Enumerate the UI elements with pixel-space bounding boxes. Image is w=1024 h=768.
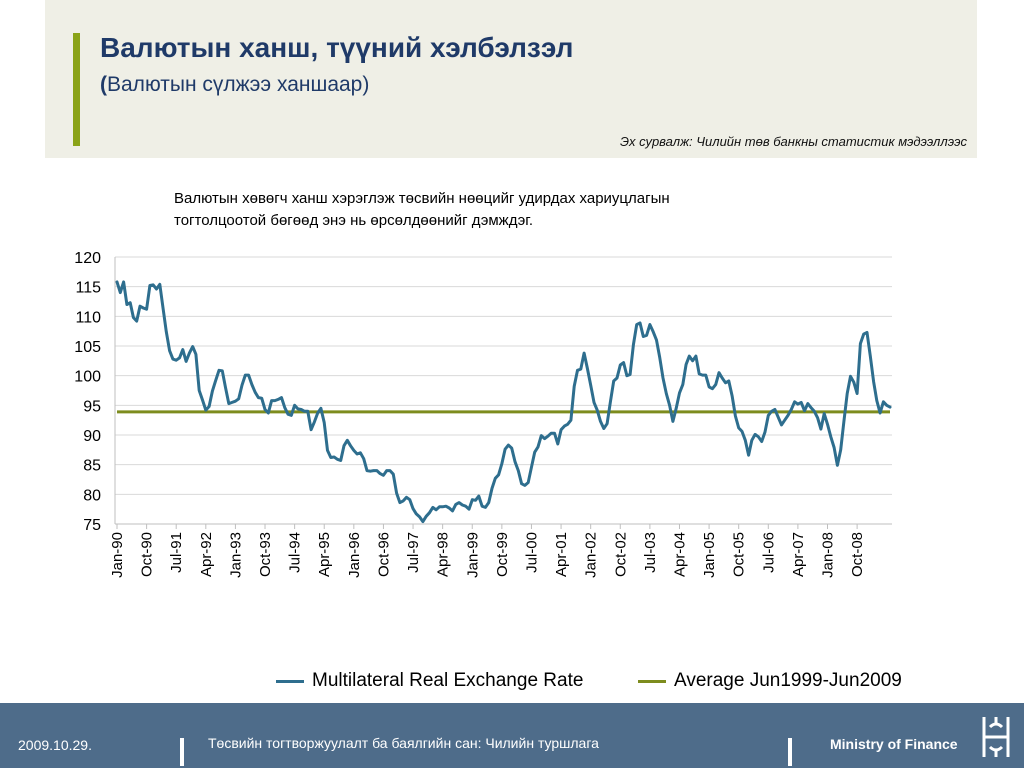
x-tick-label: Jan-96 [346, 532, 363, 578]
x-tick-label: Jan-93 [227, 532, 244, 578]
footer-separator [788, 738, 792, 766]
chart-note-line-1: Валютын хөвөгч ханш хэрэглэж төсвийн нөө… [174, 190, 670, 207]
chart-series [115, 280, 892, 524]
y-tick-label: 80 [83, 487, 101, 504]
x-tick-label: Oct-05 [731, 532, 748, 577]
footer-ministry: Ministry of Finance [830, 736, 958, 752]
footer-date: 2009.10.29. [18, 737, 92, 753]
y-axis-ticks: 75 80 85 90 95 100 105 110 115 120 [74, 250, 101, 534]
x-tick-label: Jan-02 [583, 532, 600, 578]
exchange-rate-chart: 75 80 85 90 95 100 105 110 115 120 Jan-90 Oct-90 Ju… [74, 250, 892, 578]
footer-bar: 2009.10.29. Төсвийн тогтворжуулалт ба ба… [0, 703, 1024, 768]
x-tick-label: Apr-95 [316, 532, 333, 577]
x-tick-label: Oct-08 [849, 532, 866, 577]
chart-note-line-2: тогтолцоотой бөгөөд энэ нь өрсөлдөөнийг … [174, 212, 534, 229]
x-tick-label: Apr-98 [435, 532, 452, 577]
legend-swatch-rate [276, 679, 304, 683]
chart-note: Валютын хөвөгч ханш хэрэглэж төсвийн нөө… [174, 188, 814, 232]
footer-separator [180, 738, 184, 766]
x-tick-label: Jul-94 [287, 532, 304, 573]
x-tick-label: Jan-99 [464, 532, 481, 578]
x-tick-label: Jul-06 [760, 532, 777, 573]
y-tick-label: 75 [83, 517, 101, 534]
title-accent-bar [73, 33, 80, 146]
y-tick-label: 120 [74, 250, 101, 267]
x-tick-label: Oct-93 [257, 532, 274, 577]
x-tick-label: Jul-91 [168, 532, 185, 573]
x-tick-label: Apr-07 [790, 532, 807, 577]
page-title: Валютын ханш, түүний хэлбэлзэл [100, 32, 574, 63]
x-tick-label: Apr-01 [553, 532, 570, 577]
y-tick-label: 95 [83, 398, 101, 415]
source-note: Эх сурвалж: Чилийн төв банкны статистик … [619, 134, 967, 149]
header-band [45, 0, 977, 158]
x-axis-ticks: Jan-90 Oct-90 Jul-91 Apr-92 Jan-93 Oct-93 Jul-… [109, 524, 866, 578]
exchange-rate-line [115, 280, 892, 524]
x-tick-label: Oct-90 [139, 532, 156, 577]
legend-item-average: Average Jun1999-Jun2009 [638, 670, 902, 692]
y-tick-label: 105 [74, 339, 101, 356]
y-tick-label: 115 [75, 280, 101, 297]
x-tick-label: Jul-03 [642, 532, 659, 573]
footer-title: Төсвийн тогтворжуулалт ба баялгийн сан: … [208, 735, 599, 751]
x-tick-label: Jan-05 [701, 532, 718, 578]
legend-label-rate: Multilateral Real Exchange Rate [312, 670, 584, 691]
x-tick-label: Oct-02 [612, 532, 629, 577]
subtitle-text: Валютын сүлжээ ханшаар) [107, 73, 370, 96]
chart-grid [114, 256, 892, 525]
legend-swatch-average [638, 679, 666, 683]
x-tick-label: Jul-97 [405, 532, 422, 573]
x-tick-label: Apr-04 [671, 532, 688, 577]
x-tick-label: Oct-96 [375, 532, 392, 577]
x-tick-label: Jan-90 [109, 532, 126, 578]
x-tick-label: Jul-00 [523, 532, 540, 573]
legend-label-average: Average Jun1999-Jun2009 [674, 670, 902, 691]
ministry-logo-icon [982, 717, 1010, 757]
chart-legend: Multilateral Real Exchange Rate Average … [0, 670, 1024, 696]
x-tick-label: Apr-92 [198, 532, 215, 577]
y-tick-label: 100 [74, 369, 101, 386]
x-tick-label: Jan-08 [820, 532, 837, 578]
page-subtitle: (Валютын сүлжээ ханшаар) [100, 73, 369, 97]
y-tick-label: 85 [83, 458, 101, 475]
y-tick-label: 110 [75, 309, 101, 326]
legend-item-rate: Multilateral Real Exchange Rate [276, 670, 583, 692]
y-tick-label: 90 [83, 428, 101, 445]
x-tick-label: Oct-99 [494, 532, 511, 577]
subtitle-paren: ( [100, 73, 107, 96]
